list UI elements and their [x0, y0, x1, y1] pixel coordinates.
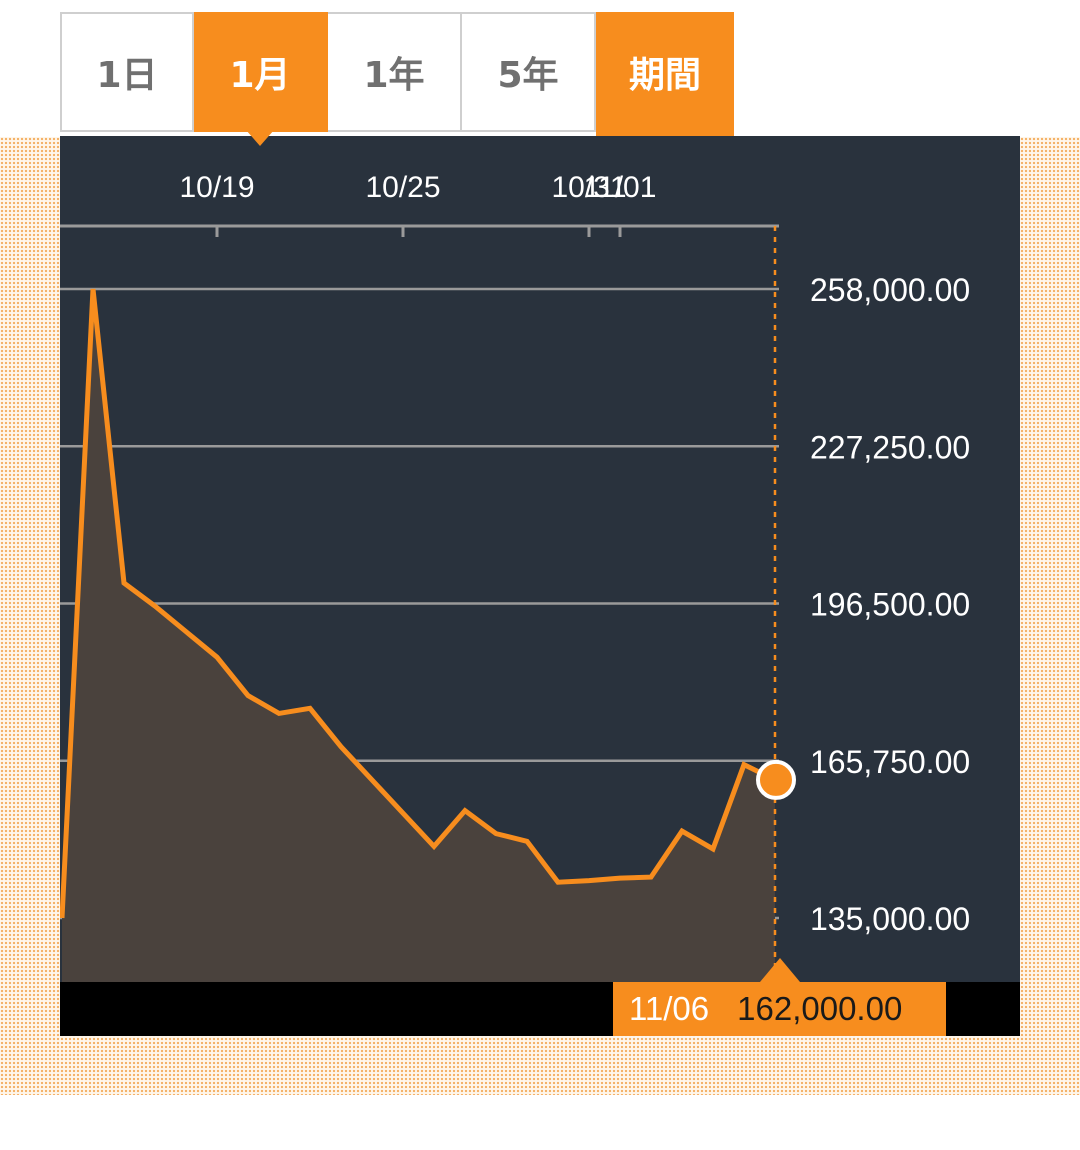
- x-tick-label: 10/31: [551, 171, 626, 204]
- tab-1-month[interactable]: 1月: [194, 12, 328, 146]
- x-tick-label: 11/01: [584, 171, 657, 204]
- data-point: [183, 629, 189, 635]
- y-tick-label: 258,000.00: [810, 272, 970, 308]
- data-point: [276, 710, 282, 716]
- tab-custom-period[interactable]: 期間: [596, 12, 734, 136]
- tab-1-day[interactable]: 1日: [60, 12, 194, 132]
- y-tick-label: 135,000.00: [810, 901, 970, 937]
- y-tick-label: 227,250.00: [810, 429, 970, 465]
- readout-value: 162,000.00: [737, 990, 903, 1027]
- price-line: [60, 288, 777, 919]
- data-point: [710, 846, 716, 852]
- readout-caret: [760, 958, 800, 982]
- data-point: [152, 603, 158, 609]
- x-tick-label: 10/25: [365, 171, 440, 204]
- y-tick-label: 196,500.00: [810, 587, 970, 623]
- tab-1-year[interactable]: 1年: [328, 12, 462, 132]
- data-point: [586, 878, 592, 884]
- readout-date: 11/06: [629, 990, 710, 1027]
- data-point: [338, 744, 344, 750]
- data-point: [90, 286, 96, 292]
- data-point: [555, 879, 561, 885]
- data-point: [245, 693, 251, 699]
- data-point: [524, 838, 530, 844]
- data-point: [617, 875, 623, 881]
- data-point: [741, 762, 747, 768]
- period-tabs: 1日 1月 1年 5年 期間: [60, 12, 734, 146]
- selected-point-marker[interactable]: [756, 759, 796, 800]
- data-point: [307, 705, 313, 711]
- y-tick-label: 165,750.00: [810, 744, 970, 780]
- selected-readout: 11/06 162,000.00: [613, 982, 946, 1036]
- x-tick-label: 10/19: [179, 171, 254, 204]
- data-point: [121, 580, 127, 586]
- data-point: [400, 810, 406, 816]
- data-point: [648, 874, 654, 880]
- price-area: [62, 289, 775, 982]
- data-point: [679, 828, 685, 834]
- y-axis: 258,000.00 227,250.00 196,500.00 165,750.00…: [810, 272, 970, 937]
- data-point: [369, 777, 375, 783]
- tab-5-year[interactable]: 5年: [462, 12, 596, 132]
- data-point: [431, 843, 437, 849]
- data-point: [214, 654, 220, 660]
- data-point: [493, 831, 499, 837]
- data-point: [462, 808, 468, 814]
- price-chart[interactable]: 10/19 10/25 10/31 11/01 258,000.00 227,250.0…: [60, 136, 1020, 1036]
